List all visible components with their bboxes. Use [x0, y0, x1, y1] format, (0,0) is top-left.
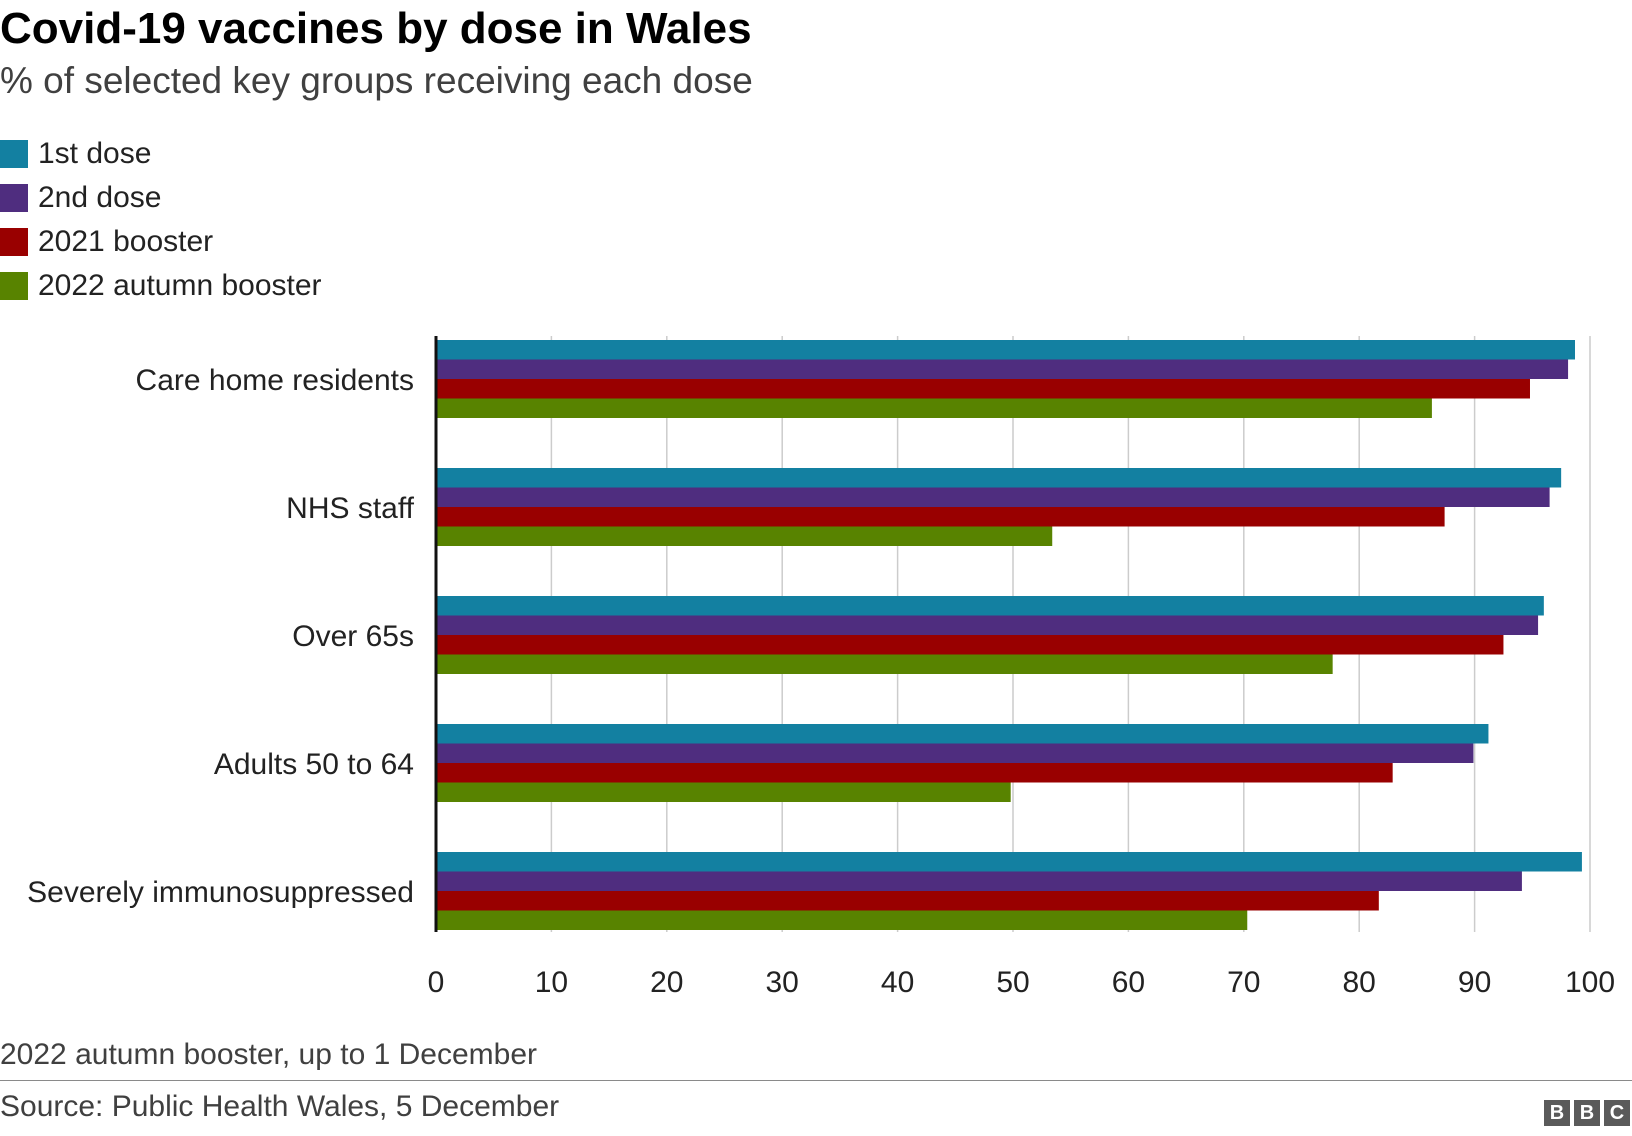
legend-swatch-2021-booster — [0, 228, 28, 256]
x-tick-label: 30 — [766, 966, 799, 999]
category-label: Severely immunosuppressed — [27, 876, 414, 909]
bar — [436, 871, 1522, 891]
bar — [436, 507, 1445, 527]
bar — [436, 487, 1550, 507]
legend-label-2021-booster: 2021 booster — [38, 225, 214, 258]
legend-item-2021-booster: 2021 booster — [0, 220, 322, 264]
bar — [436, 743, 1474, 763]
bar — [436, 359, 1569, 379]
source-note: Source: Public Health Wales, 5 December — [0, 1090, 560, 1123]
x-tick-label: 90 — [1458, 966, 1491, 999]
legend-swatch-2nd-dose — [0, 184, 28, 212]
bar — [436, 763, 1393, 783]
bar — [436, 596, 1544, 616]
legend-item-2nd-dose: 2nd dose — [0, 176, 322, 220]
bbc-logo: B B C — [1544, 1100, 1630, 1126]
x-tick-label: 80 — [1343, 966, 1376, 999]
bar — [436, 724, 1489, 744]
bbc-logo-letter: C — [1604, 1100, 1630, 1126]
x-tick-label: 20 — [650, 966, 683, 999]
footnote: 2022 autumn booster, up to 1 December — [0, 1038, 538, 1071]
bar — [436, 340, 1575, 360]
legend-item-1st-dose: 1st dose — [0, 132, 322, 176]
legend-label-2022-autumn-booster: 2022 autumn booster — [38, 269, 322, 302]
x-tick-label: 40 — [881, 966, 914, 999]
chart-subtitle: % of selected key groups receiving each … — [0, 60, 753, 101]
bar-chart: Care home residents NHS staff Over 65s Adul… — [27, 336, 1615, 999]
legend-label-2nd-dose: 2nd dose — [38, 181, 162, 214]
x-tick-label: 0 — [428, 966, 445, 999]
bar — [436, 654, 1333, 674]
bar — [436, 615, 1539, 635]
footer-divider — [0, 1080, 1632, 1081]
bar — [436, 782, 1011, 802]
x-tick-label: 60 — [1112, 966, 1145, 999]
legend-swatch-2022-autumn-booster — [0, 272, 28, 300]
x-tick-label: 10 — [535, 966, 568, 999]
chart-title: Covid-19 vaccines by dose in Wales — [0, 4, 752, 53]
category-label: NHS staff — [286, 492, 414, 525]
bar — [436, 526, 1053, 546]
bar — [436, 379, 1530, 399]
bar — [436, 910, 1248, 930]
bar — [436, 468, 1562, 488]
category-label: Adults 50 to 64 — [214, 748, 414, 781]
legend-label-1st-dose: 1st dose — [38, 137, 152, 170]
x-tick-label: 50 — [996, 966, 1029, 999]
x-tick-label: 100 — [1565, 966, 1615, 999]
bbc-logo-letter: B — [1544, 1100, 1570, 1126]
bar — [436, 398, 1432, 418]
category-label: Over 65s — [292, 620, 414, 653]
bar — [436, 891, 1379, 911]
bar — [436, 852, 1582, 872]
x-tick-label: 70 — [1227, 966, 1260, 999]
bar — [436, 635, 1504, 655]
category-label: Care home residents — [136, 364, 414, 397]
legend-swatch-1st-dose — [0, 140, 28, 168]
legend: 1st dose 2nd dose 2021 booster 2022 autu… — [0, 132, 322, 308]
legend-item-2022-autumn-booster: 2022 autumn booster — [0, 264, 322, 308]
bbc-logo-letter: B — [1574, 1100, 1600, 1126]
